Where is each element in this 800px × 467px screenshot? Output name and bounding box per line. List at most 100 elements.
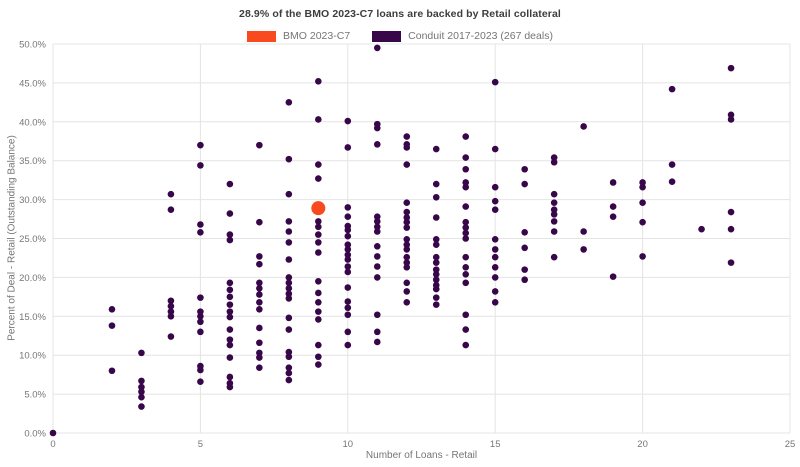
- conduit-data-point[interactable]: [315, 231, 322, 238]
- conduit-data-point[interactable]: [256, 298, 263, 306]
- conduit-data-point[interactable]: [491, 263, 499, 271]
- conduit-data-point[interactable]: [285, 239, 293, 246]
- conduit-data-point[interactable]: [344, 226, 352, 234]
- conduit-data-point[interactable]: [315, 289, 322, 297]
- conduit-data-point[interactable]: [315, 298, 322, 306]
- conduit-data-point[interactable]: [226, 236, 234, 244]
- conduit-data-point[interactable]: [462, 311, 470, 319]
- conduit-data-point[interactable]: [403, 218, 411, 226]
- conduit-data-point[interactable]: [226, 293, 234, 301]
- conduit-data-point[interactable]: [315, 353, 322, 361]
- conduit-data-point[interactable]: [403, 214, 411, 221]
- conduit-data-point[interactable]: [167, 206, 175, 214]
- conduit-data-point[interactable]: [315, 316, 322, 323]
- conduit-data-point[interactable]: [609, 213, 617, 221]
- conduit-data-point[interactable]: [256, 141, 263, 149]
- conduit-data-point[interactable]: [639, 179, 646, 186]
- conduit-data-point[interactable]: [315, 361, 322, 368]
- conduit-data-point[interactable]: [256, 339, 263, 347]
- conduit-data-point[interactable]: [462, 326, 470, 333]
- conduit-data-point[interactable]: [491, 145, 499, 153]
- conduit-data-point[interactable]: [432, 241, 440, 249]
- conduit-data-point[interactable]: [491, 235, 499, 243]
- conduit-data-point[interactable]: [226, 341, 234, 349]
- conduit-data-point[interactable]: [373, 223, 381, 231]
- conduit-data-point[interactable]: [285, 284, 293, 292]
- conduit-data-point[interactable]: [344, 311, 352, 319]
- conduit-data-point[interactable]: [550, 154, 558, 161]
- conduit-data-point[interactable]: [315, 341, 322, 349]
- conduit-data-point[interactable]: [462, 279, 470, 287]
- conduit-data-point[interactable]: [432, 253, 440, 261]
- conduit-data-point[interactable]: [462, 270, 470, 278]
- conduit-data-point[interactable]: [285, 218, 293, 225]
- conduit-data-point[interactable]: [432, 285, 440, 293]
- conduit-data-point[interactable]: [315, 277, 322, 285]
- conduit-data-point[interactable]: [138, 393, 145, 401]
- conduit-data-point[interactable]: [609, 203, 617, 210]
- conduit-data-point[interactable]: [197, 308, 204, 315]
- conduit-data-point[interactable]: [197, 366, 204, 374]
- conduit-data-point[interactable]: [521, 228, 528, 236]
- conduit-data-point[interactable]: [580, 123, 587, 130]
- conduit-data-point[interactable]: [167, 308, 175, 315]
- conduit-data-point[interactable]: [462, 263, 470, 271]
- conduit-data-point[interactable]: [432, 294, 440, 301]
- conduit-data-point[interactable]: [550, 199, 558, 207]
- conduit-data-point[interactable]: [197, 378, 204, 385]
- conduit-data-point[interactable]: [403, 279, 411, 287]
- conduit-data-point[interactable]: [226, 326, 234, 333]
- conduit-data-point[interactable]: [462, 224, 470, 231]
- conduit-data-point[interactable]: [403, 133, 411, 140]
- conduit-data-point[interactable]: [727, 64, 735, 72]
- conduit-data-point[interactable]: [432, 235, 440, 243]
- conduit-data-point[interactable]: [197, 318, 204, 326]
- conduit-data-point[interactable]: [462, 183, 470, 191]
- conduit-data-point[interactable]: [432, 214, 440, 221]
- conduit-data-point[interactable]: [256, 305, 263, 313]
- conduit-data-point[interactable]: [344, 251, 352, 259]
- conduit-data-point[interactable]: [285, 314, 293, 322]
- conduit-data-point[interactable]: [315, 308, 322, 315]
- conduit-data-point[interactable]: [226, 336, 234, 343]
- conduit-data-point[interactable]: [226, 383, 234, 391]
- conduit-data-point[interactable]: [432, 266, 440, 273]
- conduit-data-point[interactable]: [403, 253, 411, 261]
- conduit-data-point[interactable]: [639, 253, 646, 260]
- conduit-data-point[interactable]: [138, 383, 145, 391]
- conduit-data-point[interactable]: [344, 328, 352, 336]
- conduit-data-point[interactable]: [167, 313, 175, 320]
- conduit-data-point[interactable]: [315, 161, 322, 168]
- conduit-data-point[interactable]: [315, 78, 322, 85]
- conduit-data-point[interactable]: [550, 211, 558, 218]
- conduit-data-point[interactable]: [521, 266, 528, 273]
- conduit-data-point[interactable]: [550, 253, 558, 261]
- conduit-data-point[interactable]: [491, 183, 499, 191]
- conduit-data-point[interactable]: [108, 322, 116, 329]
- conduit-data-point[interactable]: [344, 284, 352, 291]
- conduit-data-point[interactable]: [138, 388, 145, 396]
- conduit-data-point[interactable]: [344, 298, 352, 305]
- conduit-data-point[interactable]: [256, 291, 263, 298]
- conduit-data-point[interactable]: [403, 263, 411, 271]
- conduit-data-point[interactable]: [285, 364, 293, 371]
- conduit-data-point[interactable]: [344, 263, 352, 270]
- conduit-data-point[interactable]: [462, 165, 470, 173]
- conduit-data-point[interactable]: [315, 223, 322, 231]
- conduit-data-point[interactable]: [226, 279, 234, 287]
- conduit-data-point[interactable]: [403, 224, 411, 231]
- conduit-data-point[interactable]: [373, 228, 381, 235]
- legend-item-conduit[interactable]: Conduit 2017-2023 (267 deals): [372, 30, 553, 42]
- conduit-data-point[interactable]: [432, 301, 440, 308]
- conduit-data-point[interactable]: [462, 253, 470, 261]
- conduit-data-point[interactable]: [167, 333, 175, 340]
- conduit-data-point[interactable]: [344, 241, 352, 249]
- conduit-data-point[interactable]: [727, 225, 735, 233]
- conduit-data-point[interactable]: [668, 161, 676, 168]
- conduit-data-point[interactable]: [197, 162, 204, 169]
- conduit-data-point[interactable]: [256, 284, 263, 292]
- conduit-data-point[interactable]: [315, 175, 322, 182]
- conduit-data-point[interactable]: [432, 259, 440, 266]
- conduit-data-point[interactable]: [167, 302, 175, 310]
- conduit-data-point[interactable]: [315, 249, 322, 256]
